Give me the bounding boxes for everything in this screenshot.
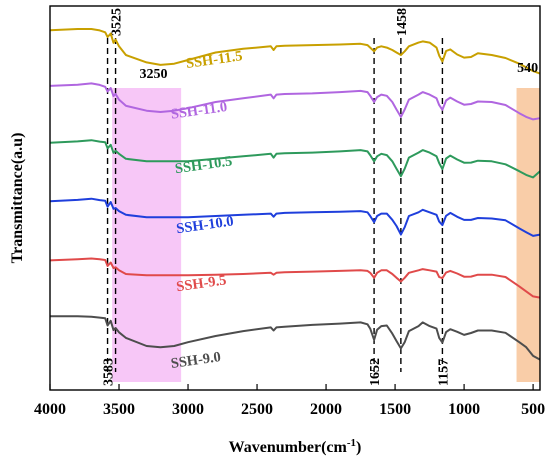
series-label: SSH-9.5 xyxy=(175,272,227,295)
y-axis-title: Transmittance(a.u) xyxy=(9,133,26,264)
peak-label: 1652 xyxy=(368,358,383,386)
series-label: SSH-10.5 xyxy=(174,153,233,177)
spectra-curves xyxy=(49,28,541,361)
spectrum-line xyxy=(49,28,541,75)
shaded-region xyxy=(516,88,540,382)
spectrum-line xyxy=(50,315,541,361)
x-axis-ticks: 4000 3500 3000 2500 2000 1500 1000 500 xyxy=(34,384,545,418)
spectrum-line xyxy=(49,139,541,179)
series-label: SSH-11.0 xyxy=(170,99,228,123)
series-labels: SSH-9.0 SSH-9.5 SSH-10.0 SSH-10.5 SSH-11.0 SS… xyxy=(170,48,244,372)
x-tick-label: 3500 xyxy=(103,401,135,418)
spectrum-line xyxy=(49,257,541,299)
spectrum-line xyxy=(49,82,541,121)
x-tick-label: 4000 xyxy=(34,401,66,418)
peak-label: 3525 xyxy=(110,8,125,36)
shaded-region xyxy=(112,88,182,382)
x-tick-label: 1000 xyxy=(448,401,480,418)
x-tick-label: 2000 xyxy=(310,401,342,418)
x-tick-label: 3000 xyxy=(172,401,204,418)
spectrum-line xyxy=(49,197,541,237)
annotation-label: 540 xyxy=(517,61,538,76)
x-tick-label: 2500 xyxy=(241,401,273,418)
peak-label: 1458 xyxy=(395,8,410,36)
peak-label: 1157 xyxy=(436,359,451,386)
series-label: SSH-10.0 xyxy=(175,213,234,237)
series-label: SSH-11.5 xyxy=(185,48,243,72)
reference-lines: 3583 3525 1652 1458 1157 xyxy=(102,8,452,386)
annotation-label: 3250 xyxy=(140,67,168,82)
peak-label: 3583 xyxy=(102,358,117,386)
x-axis-title: Wavenumber(cm-1) xyxy=(229,437,362,456)
series-label: SSH-9.0 xyxy=(170,349,222,372)
x-tick-label: 500 xyxy=(521,401,545,418)
peak-annotations: 3250 540 xyxy=(140,61,539,82)
shaded-regions xyxy=(112,88,540,382)
x-tick-label: 1500 xyxy=(379,401,411,418)
plot-frame xyxy=(49,5,541,391)
